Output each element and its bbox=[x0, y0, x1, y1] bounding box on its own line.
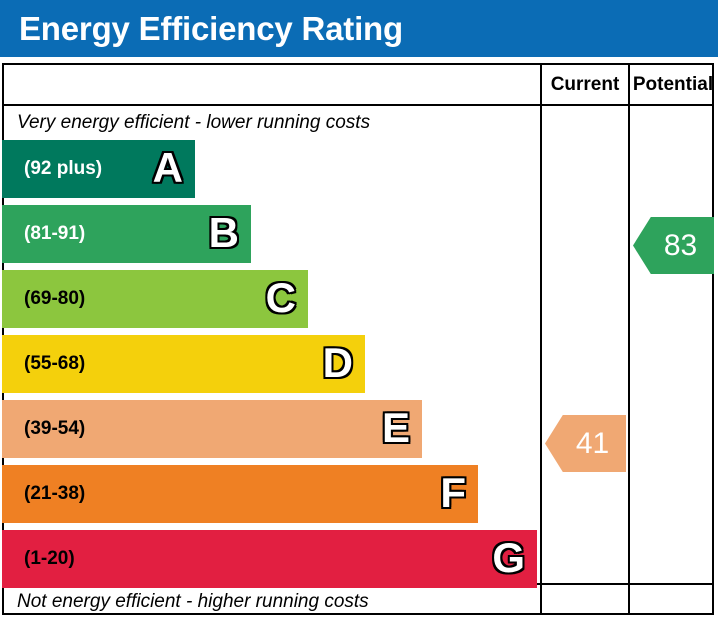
rating-band-d-range: (55-68) bbox=[24, 353, 86, 374]
rating-band-f-letter: F bbox=[439, 468, 468, 518]
rating-band-c-letter: C bbox=[264, 273, 297, 323]
rating-band-d-letter: D bbox=[321, 338, 354, 388]
rating-band-b-range: (81-91) bbox=[24, 223, 86, 244]
potential-column-divider bbox=[628, 63, 630, 615]
rating-band-g-letter: G bbox=[491, 533, 527, 583]
current-column-divider bbox=[540, 63, 542, 615]
rating-band-d: (55-68) D bbox=[2, 335, 365, 393]
rating-band-f-range: (21-38) bbox=[24, 483, 86, 504]
potential-rating-value: 83 bbox=[663, 229, 698, 262]
rating-band-e-letter: E bbox=[380, 403, 411, 453]
rating-band-b: (81-91) B bbox=[2, 205, 251, 263]
caption-bottom: Not energy efficient - higher running co… bbox=[17, 591, 369, 612]
rating-band-a: (92 plus) A bbox=[2, 140, 195, 198]
column-header-potential: Potential bbox=[632, 74, 714, 95]
caption-top: Very energy efficient - lower running co… bbox=[17, 112, 371, 133]
rating-band-c-range: (69-80) bbox=[24, 288, 86, 309]
header-row-divider bbox=[2, 104, 714, 106]
rating-band-g: (1-20) G bbox=[2, 530, 537, 588]
rating-band-b-letter: B bbox=[207, 208, 240, 258]
rating-band-a-range: (92 plus) bbox=[24, 158, 103, 179]
rating-band-e: (39-54) E bbox=[2, 400, 422, 458]
rating-band-a-letter: A bbox=[151, 143, 184, 193]
rating-band-g-range: (1-20) bbox=[24, 548, 75, 569]
title-bar: Energy Efficiency Rating bbox=[0, 0, 718, 57]
current-rating-arrow: 41 bbox=[545, 415, 626, 472]
rating-band-f: (21-38) F bbox=[2, 465, 478, 523]
page-title: Energy Efficiency Rating bbox=[19, 10, 403, 47]
potential-rating-arrow: 83 bbox=[633, 217, 714, 274]
current-rating-value: 41 bbox=[575, 427, 610, 460]
rating-band-c: (69-80) C bbox=[2, 270, 308, 328]
rating-band-e-range: (39-54) bbox=[24, 418, 86, 439]
column-header-current: Current bbox=[550, 74, 620, 95]
